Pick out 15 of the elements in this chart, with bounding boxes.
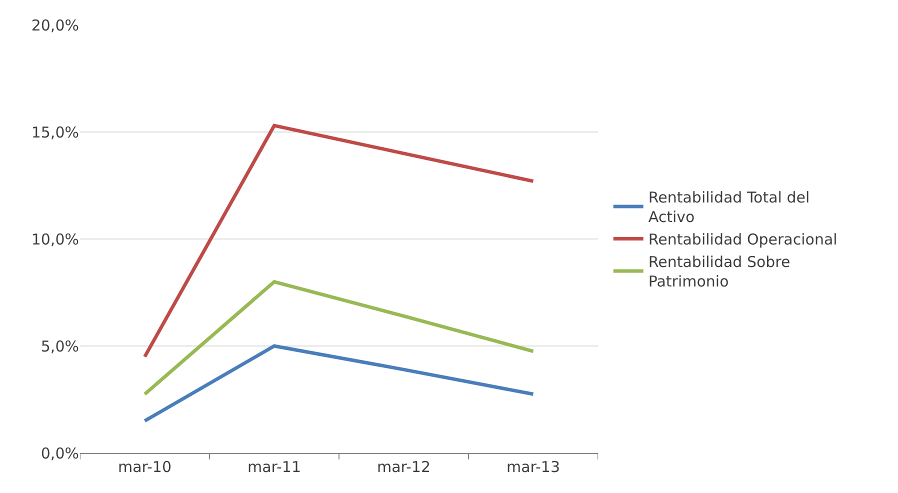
legend-label: Rentabilidad Sobre Patrimonio (648, 253, 790, 291)
y-tick-label: 20,0% (31, 16, 79, 34)
x-tick-label: mar-11 (247, 458, 302, 476)
line-series (143, 280, 535, 396)
line-series (143, 344, 535, 423)
line-series (143, 124, 535, 358)
y-tick-label: 10,0% (31, 230, 79, 248)
legend-label: Rentabilidad Operacional (648, 230, 838, 249)
y-tick-label: 5,0% (40, 337, 79, 356)
y-tick-label: 15,0% (31, 123, 79, 142)
legend-label: Rentabilidad Total del Activo (648, 188, 810, 226)
x-tick-label: mar-13 (506, 458, 560, 476)
x-tick-label: mar-10 (118, 458, 172, 476)
y-tick-label: 0,0% (40, 444, 79, 462)
x-tick-label: mar-12 (376, 458, 431, 476)
